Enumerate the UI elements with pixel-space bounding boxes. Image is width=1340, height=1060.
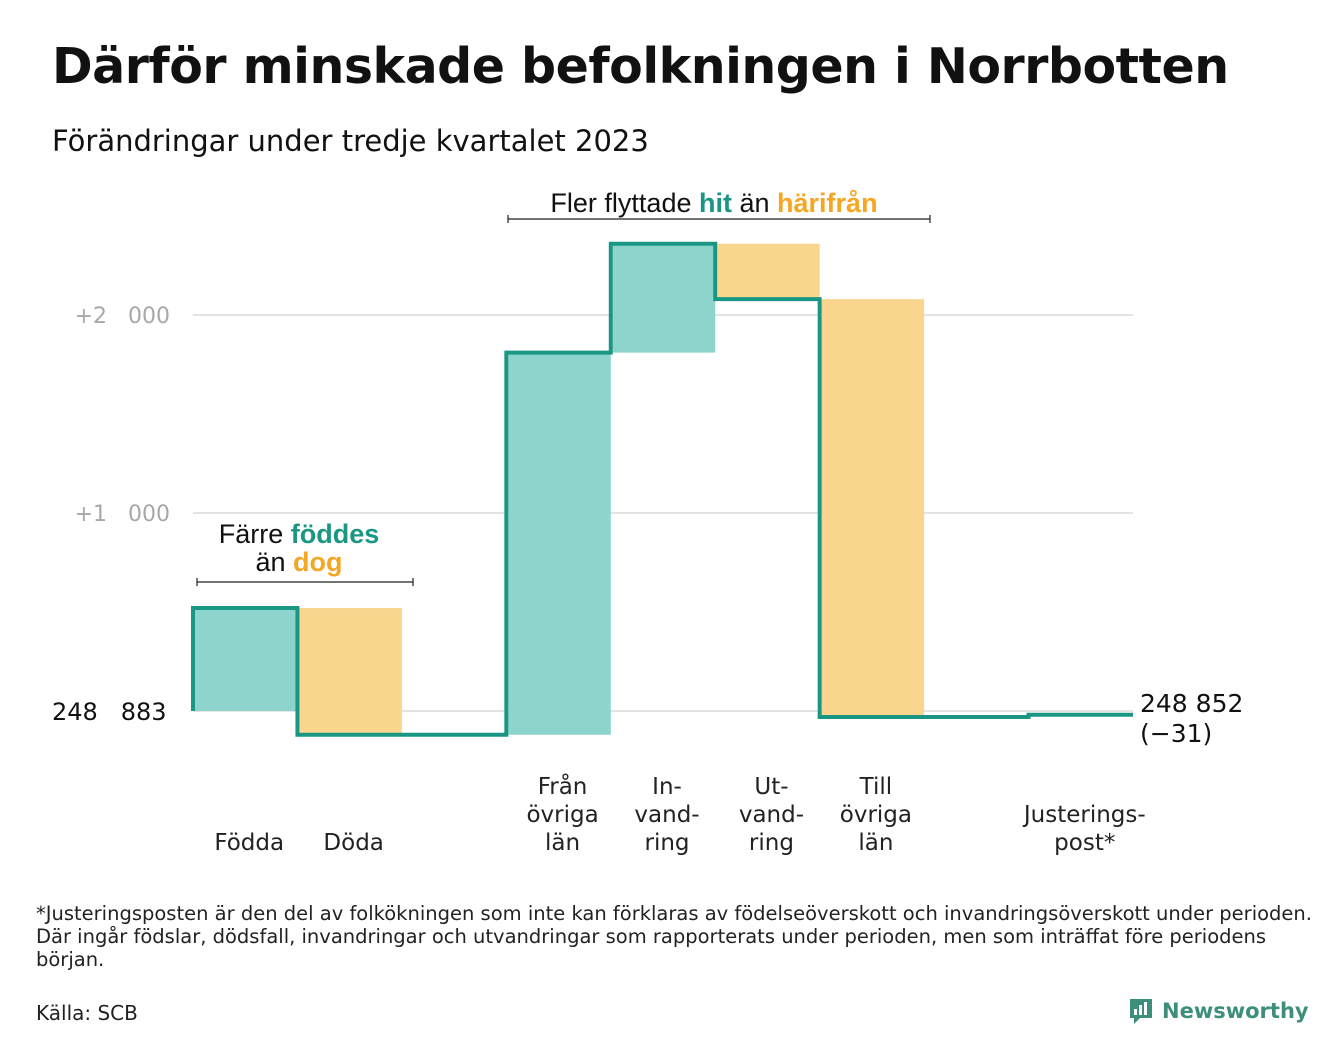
end-value-label: 248 852 [1140, 689, 1243, 718]
category-label: Till [859, 774, 893, 800]
waterfall-bar [195, 608, 298, 711]
bar-chart-logo-icon [1130, 999, 1152, 1024]
y-tick-label: +1 000 [75, 502, 170, 527]
category-label: län [545, 830, 580, 856]
annotation-span: dog [293, 547, 342, 577]
category-label: vand- [634, 802, 699, 828]
annotation-span: härifrån [777, 188, 878, 218]
y-tick-label: +2 000 [75, 304, 170, 329]
category-label: vand- [739, 802, 804, 828]
category-label: ring [749, 830, 794, 856]
cumulative-line [191, 241, 1133, 737]
start-value-label: 248 883 [52, 698, 167, 726]
annotation-text: Fler flyttade hit än härifrån [550, 188, 877, 218]
category-label: post* [1054, 830, 1115, 856]
waterfall-bar [717, 243, 820, 300]
annotation-span: Fler flyttade [550, 188, 699, 218]
waterfall-bar [299, 608, 402, 735]
annotation-span: Färre [219, 519, 291, 549]
footnote: *Justeringsposten är den del av folkökni… [36, 902, 1312, 971]
annotation-span: hit [699, 188, 732, 218]
source-note: Källa: SCB [36, 1001, 138, 1025]
annotation-span: föddes [291, 519, 380, 549]
category-label: Födda [214, 830, 284, 856]
annotation-text: än dog [255, 547, 342, 577]
category-label: övriga [840, 802, 912, 828]
category-label: län [858, 830, 893, 856]
category-label: Justerings- [1022, 802, 1146, 828]
annotation-span: än [255, 547, 293, 577]
category-label: övriga [526, 802, 598, 828]
category-label: Från [538, 772, 588, 800]
category-label: Döda [323, 830, 383, 856]
annotation-text: Färre föddes [219, 519, 380, 549]
waterfall-bar [508, 352, 611, 735]
annotation-span: än [732, 188, 777, 218]
category-label: Ut- [754, 774, 788, 800]
category-label: ring [644, 830, 689, 856]
chart-title: Därför minskade befolkningen i Norrbotte… [52, 38, 1229, 95]
brand-name: Newsworthy [1162, 999, 1309, 1023]
chart-subtitle: Förändringar under tredje kvartalet 2023 [52, 124, 649, 158]
end-change-label: (−31) [1140, 719, 1212, 748]
category-label: In- [652, 774, 682, 800]
brand-logo: Newsworthy [1128, 997, 1309, 1025]
waterfall-bar [821, 299, 925, 717]
waterfall-bar [612, 243, 716, 353]
